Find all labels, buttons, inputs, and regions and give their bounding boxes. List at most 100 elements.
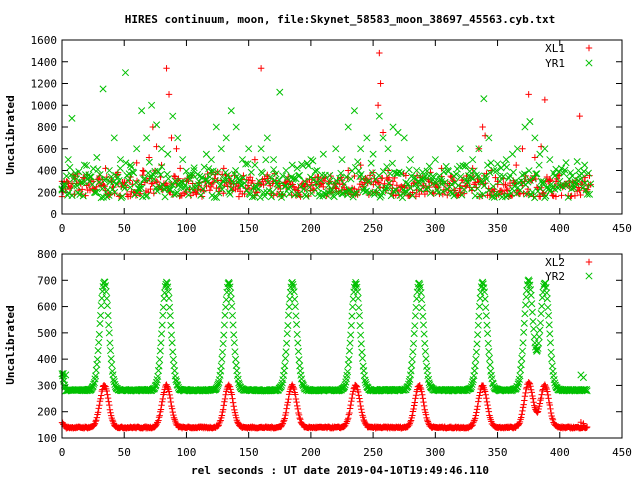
xl1-point bbox=[127, 192, 134, 200]
yr1-point bbox=[190, 164, 198, 172]
yr1-point bbox=[197, 191, 205, 199]
xl1-point bbox=[364, 179, 371, 187]
yr2-point bbox=[92, 366, 100, 374]
xl2-point bbox=[536, 400, 544, 407]
yr1-point bbox=[307, 156, 315, 164]
yr2-point bbox=[345, 355, 353, 363]
yr1-point bbox=[570, 184, 578, 192]
yr1-point bbox=[357, 170, 365, 179]
x-tick-label: 50 bbox=[118, 446, 131, 459]
xl1-point bbox=[345, 167, 352, 174]
yr1-point bbox=[138, 107, 146, 115]
xl2-point bbox=[519, 407, 526, 415]
yr2-point bbox=[218, 348, 227, 356]
chart-title: HIRES continuum, moon, file:Skynet_58583… bbox=[125, 13, 555, 26]
yr2-point bbox=[583, 387, 591, 395]
xl1-point bbox=[289, 181, 296, 188]
xl2-point bbox=[348, 394, 356, 402]
yr2-point bbox=[289, 280, 297, 289]
xl2-point bbox=[420, 398, 427, 406]
xl1-point bbox=[513, 161, 520, 169]
yr1-point bbox=[458, 191, 466, 199]
xl2-point bbox=[284, 399, 292, 406]
yr2-point bbox=[544, 303, 552, 312]
yr1-point bbox=[534, 187, 542, 195]
yr2-point bbox=[537, 310, 545, 318]
yr2-point bbox=[535, 333, 543, 341]
yr1-point bbox=[532, 170, 540, 178]
yr1-point bbox=[279, 172, 287, 180]
yr2-point bbox=[474, 331, 482, 339]
yr1-point bbox=[280, 190, 288, 198]
xl2-point bbox=[549, 416, 557, 423]
yr1-point bbox=[340, 180, 348, 188]
y-tick-label: 300 bbox=[37, 379, 57, 392]
yr1-point bbox=[241, 179, 249, 187]
yr2-point bbox=[357, 331, 365, 339]
yr1-legend-marker bbox=[585, 59, 593, 67]
yr2-point bbox=[92, 372, 100, 380]
xl2-point bbox=[104, 391, 111, 398]
bottom-y-ticks: 100 200 300 400 500 600 700 800 bbox=[37, 248, 622, 445]
yr1-point bbox=[137, 184, 146, 192]
y-tick-label: 1200 bbox=[31, 78, 58, 91]
yr2-point bbox=[167, 331, 176, 339]
xl2-point bbox=[547, 409, 555, 417]
yr2-point bbox=[103, 294, 111, 303]
xl2-point bbox=[283, 405, 290, 412]
xl2-point bbox=[483, 395, 490, 402]
yr1-point bbox=[256, 193, 264, 202]
xl2-legend-marker bbox=[585, 258, 593, 266]
xl1-point bbox=[576, 187, 583, 194]
xl2-point bbox=[406, 421, 413, 429]
yr2-point bbox=[355, 311, 363, 320]
yr1-point bbox=[174, 134, 182, 142]
x-tick-label: 300 bbox=[425, 222, 445, 235]
xl2-point bbox=[583, 424, 590, 431]
yr2-point bbox=[290, 288, 298, 296]
xl2-point bbox=[348, 398, 355, 405]
yr1-point bbox=[386, 170, 394, 178]
xl1-point bbox=[577, 191, 584, 199]
xl2-point bbox=[92, 418, 99, 425]
yr1-point bbox=[490, 166, 498, 175]
yr2-point bbox=[94, 346, 102, 355]
xl1-point bbox=[288, 191, 295, 199]
xl2-point bbox=[105, 398, 112, 405]
yr2-point bbox=[166, 311, 174, 320]
top-panel: Uncalibrated 020040060080010001200140016… bbox=[4, 34, 632, 235]
yr1-point bbox=[94, 165, 102, 174]
yr2-point bbox=[340, 383, 349, 391]
yr1-point bbox=[442, 162, 450, 170]
xl2-point bbox=[285, 395, 292, 403]
yr2-point bbox=[407, 367, 415, 375]
yr1-point bbox=[275, 176, 283, 184]
yr1-point bbox=[68, 192, 76, 200]
yr1-point bbox=[472, 171, 480, 179]
yr1-point bbox=[305, 183, 314, 191]
top-y-ticks: 0 200 400 600 800 1000 1200 1400 1600 bbox=[31, 34, 622, 221]
yr1-point bbox=[401, 188, 409, 196]
yr1-point bbox=[354, 158, 362, 166]
xl1-point bbox=[571, 192, 579, 199]
xl2-point bbox=[297, 416, 304, 423]
yr2-point bbox=[62, 371, 70, 379]
xl2-point bbox=[281, 415, 288, 422]
xl2-point bbox=[290, 385, 298, 393]
yr1-point bbox=[533, 170, 541, 178]
yr2-point bbox=[221, 311, 229, 319]
yr1-point bbox=[239, 174, 247, 182]
x-axis-label: rel seconds : UT date 2019-04-10T19:49:4… bbox=[191, 464, 489, 477]
yr2-point bbox=[347, 321, 355, 329]
yr1-point bbox=[430, 173, 438, 181]
yr1-point bbox=[350, 107, 358, 115]
xl2-point bbox=[214, 422, 222, 429]
xl1-point bbox=[165, 91, 173, 98]
xl1-point bbox=[147, 185, 154, 193]
yr1-point bbox=[199, 185, 207, 193]
yr2-point bbox=[420, 330, 428, 338]
xl1-point bbox=[558, 192, 565, 199]
yr2-point bbox=[471, 362, 479, 370]
yr1-point bbox=[448, 180, 456, 188]
yr2-point bbox=[474, 321, 482, 329]
